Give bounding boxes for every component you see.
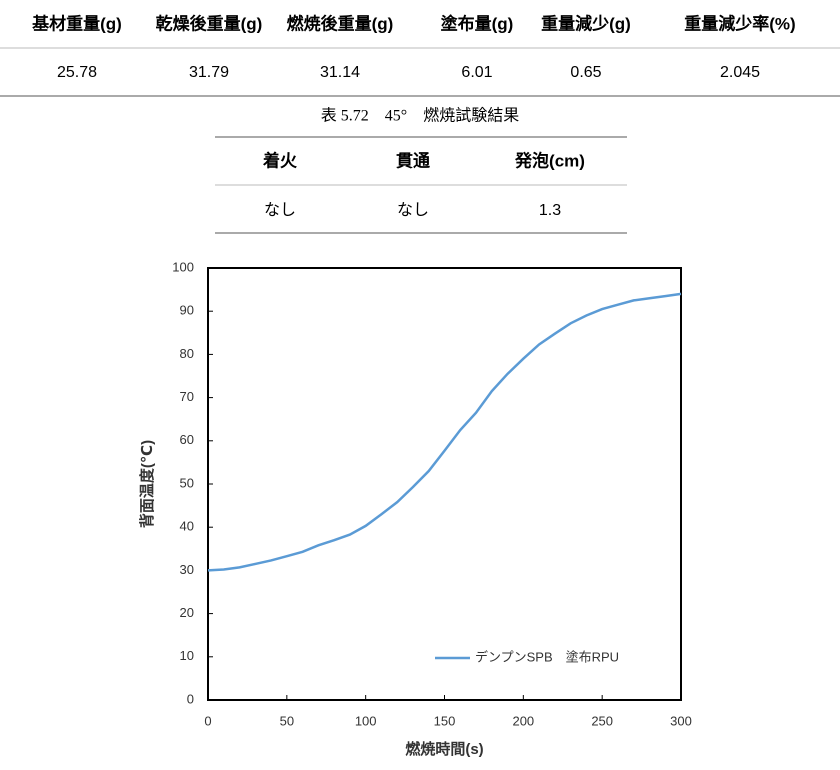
y-tick-label: 30 (180, 562, 194, 577)
plot-frame (207, 267, 682, 701)
table-header: 重量減少(g) (541, 13, 631, 33)
table-header: 塗布量(g) (441, 13, 514, 33)
table-cell: なし (264, 201, 296, 219)
y-tick-label: 100 (172, 259, 194, 274)
table-header: 重量減少率(%) (684, 13, 795, 33)
y-tick-label: 10 (180, 648, 194, 663)
y-tick-label: 70 (180, 389, 194, 404)
table-cell: 25.78 (57, 64, 97, 81)
x-tick-label: 50 (280, 713, 294, 728)
table-header: 貫通 (396, 151, 430, 170)
y-tick-label: 50 (180, 475, 194, 490)
table-header: 発泡(cm) (514, 150, 585, 170)
x-tick-label: 200 (512, 713, 534, 728)
table-header: 燃焼後重量(g) (287, 13, 394, 33)
x-tick-label: 100 (355, 713, 377, 728)
table-cell: なし (397, 201, 429, 219)
y-tick-label: 60 (180, 432, 194, 447)
y-tick-label: 0 (187, 691, 194, 706)
table-cell: 6.01 (461, 64, 492, 81)
y-tick-label: 80 (180, 346, 194, 361)
y-tick-label: 20 (180, 605, 194, 620)
y-tick-label: 90 (180, 303, 194, 318)
y-tick-label: 40 (180, 519, 194, 534)
x-axis-label: 燃焼時間(s) (405, 740, 483, 758)
table-cell: 0.65 (570, 64, 601, 81)
table-header: 着火 (262, 150, 298, 170)
data-line (207, 292, 682, 572)
x-tick-label: 300 (670, 713, 692, 728)
x-tick-label: 0 (204, 713, 211, 728)
legend-label: デンプンSPB 塗布RPU (475, 649, 619, 664)
caption: 表 5.72 45° 燃焼試験結果 (321, 107, 519, 125)
x-tick-label: 150 (434, 713, 456, 728)
table-header: 基材重量(g) (31, 13, 122, 33)
y-axis-label: 背面温度(℃) (138, 440, 156, 528)
table-cell: 31.79 (189, 64, 229, 81)
table-cell: 31.14 (320, 64, 360, 81)
x-tick-label: 250 (591, 713, 613, 728)
table-header: 乾燥後重量(g) (156, 13, 263, 33)
table-cell: 2.045 (720, 64, 760, 81)
table-cell: 1.3 (539, 202, 561, 219)
